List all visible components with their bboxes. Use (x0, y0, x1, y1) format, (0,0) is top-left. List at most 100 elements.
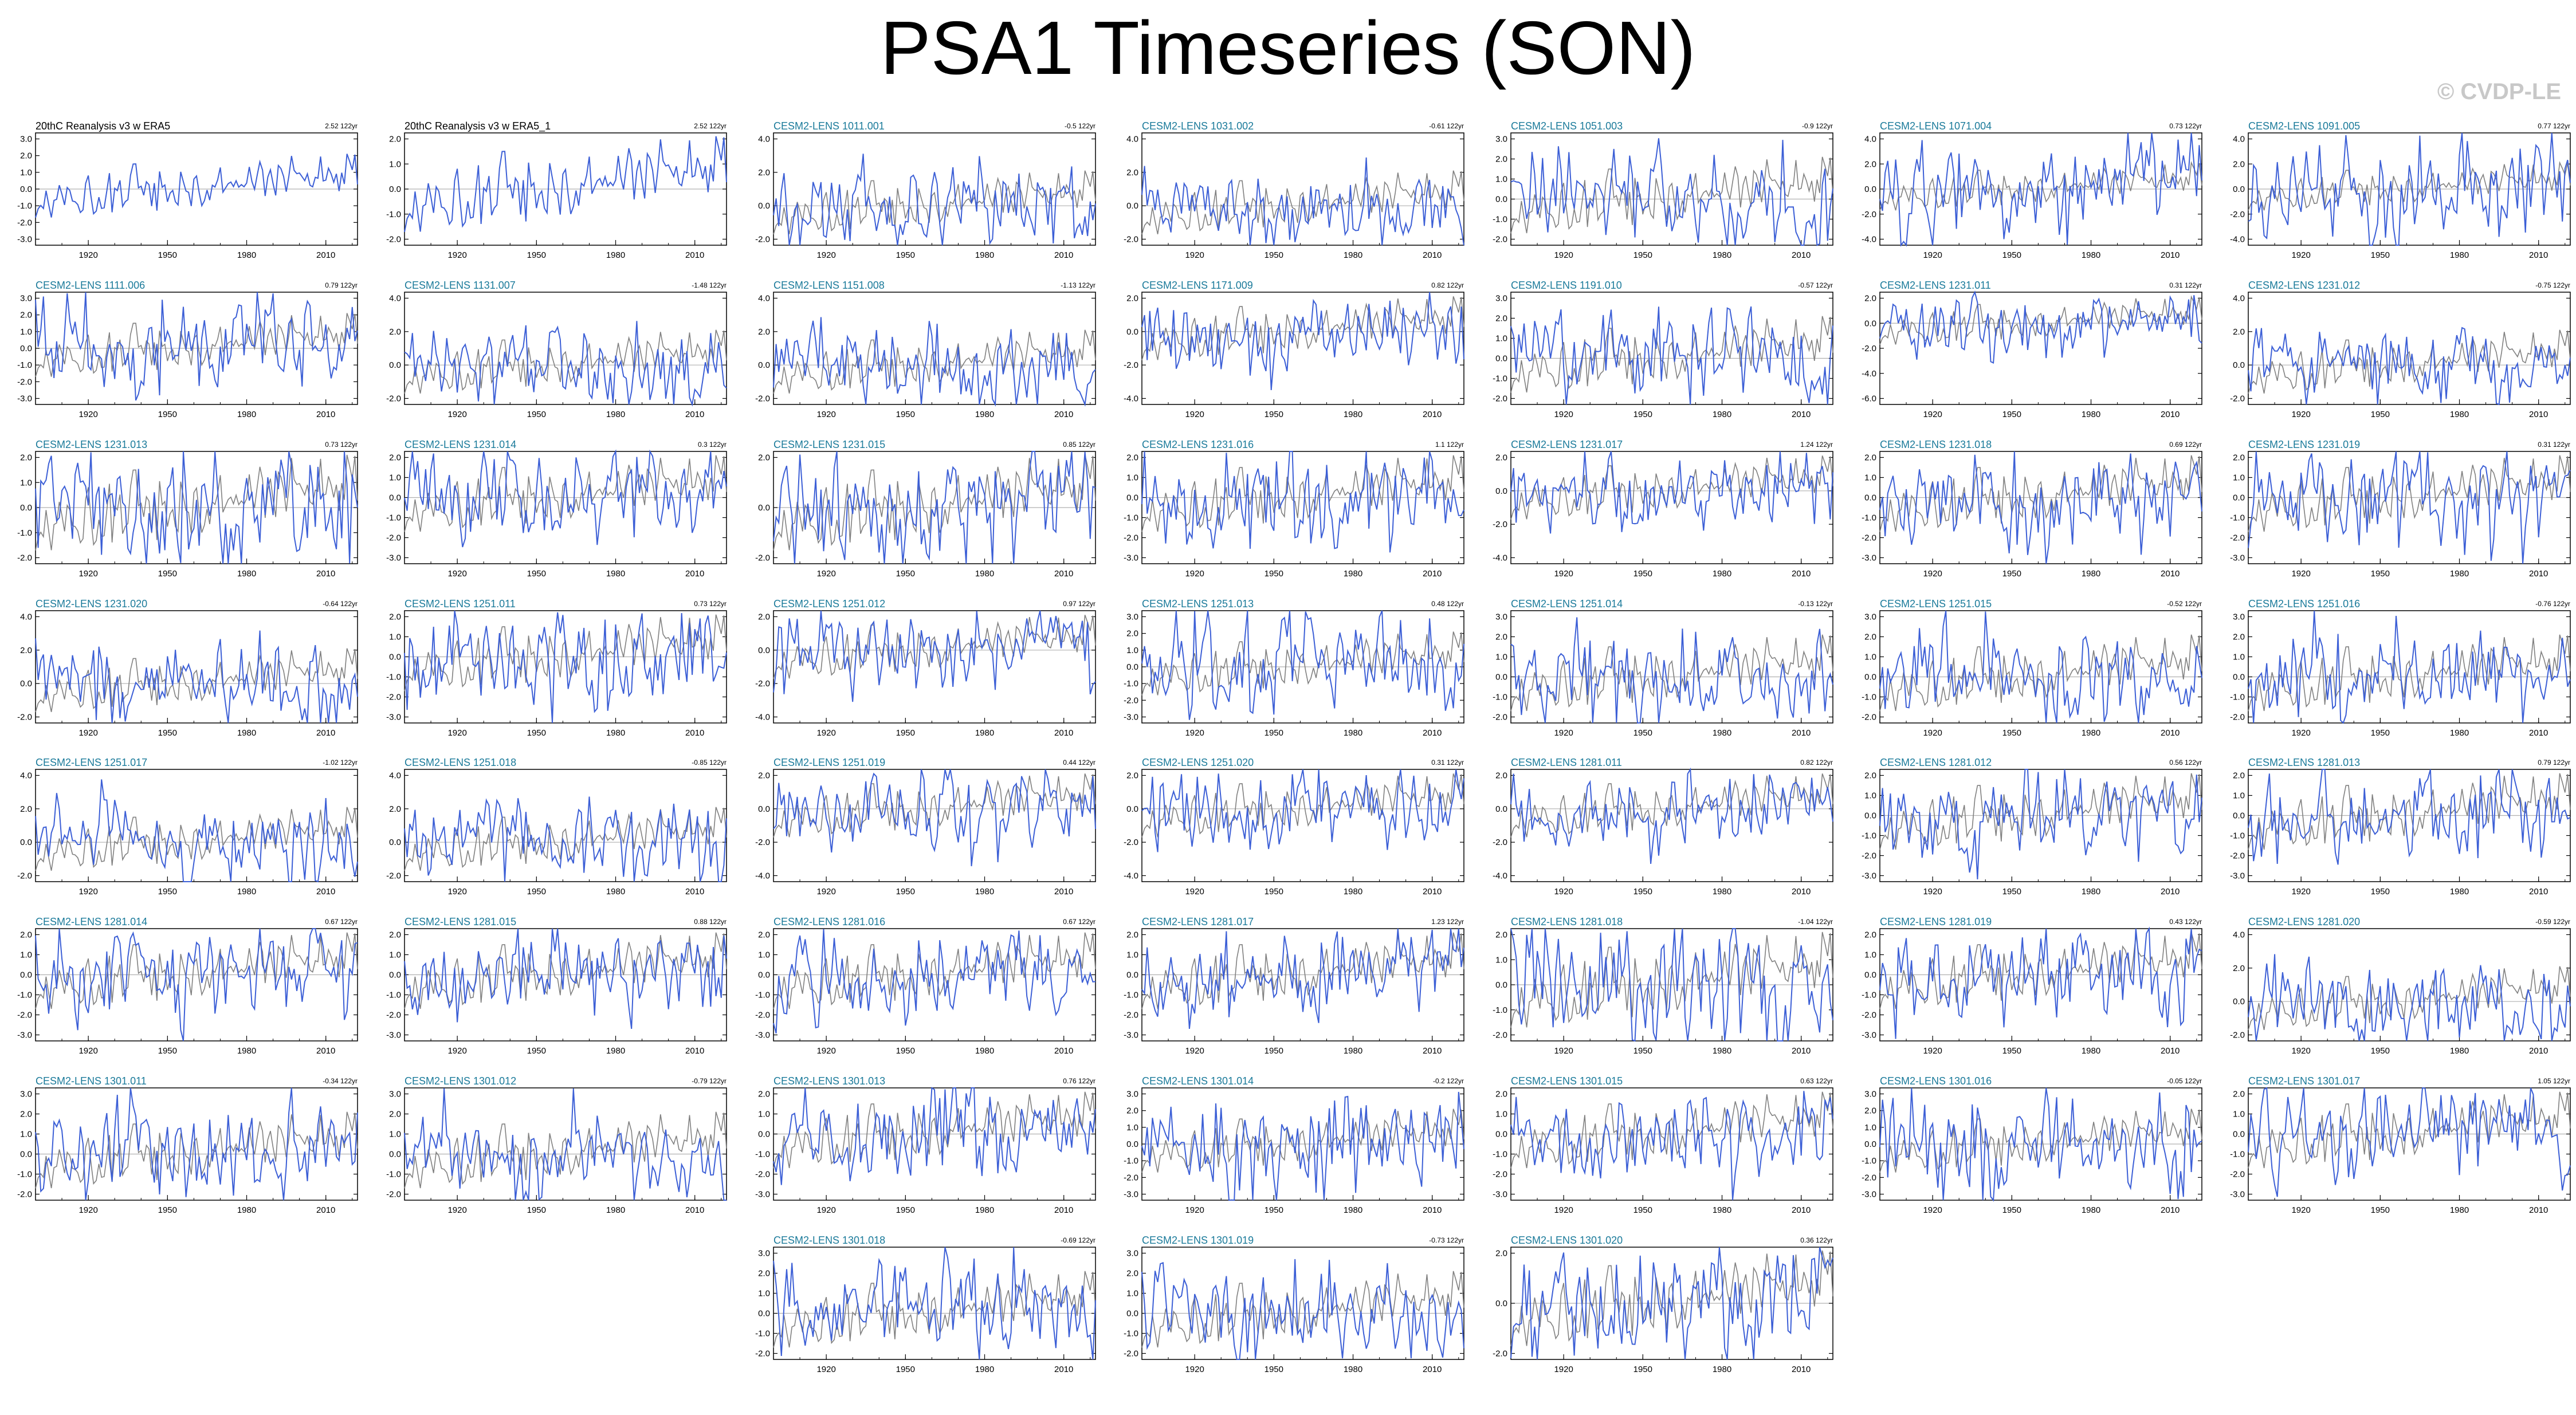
x-tick-label: 1920 (1185, 887, 1204, 897)
y-tick-label: -2.0 (386, 533, 401, 543)
panel-trend: 0.79 122yr (2538, 758, 2570, 767)
y-tick-label: -3.0 (755, 1190, 770, 1200)
y-tick-label: 4.0 (2233, 930, 2245, 940)
panel-title: CESM2-LENS 1301.011 (36, 1075, 147, 1087)
y-tick-label: 0.0 (1495, 804, 1507, 814)
y-tick-label: 0.0 (2233, 997, 2245, 1007)
x-tick-label: 1980 (1344, 887, 1362, 897)
x-tick-label: 2010 (2161, 250, 2180, 260)
y-tick-label: 0.0 (1495, 195, 1507, 205)
y-tick-label: 0.0 (1495, 1299, 1507, 1308)
y-tick-label: 3.0 (758, 1249, 770, 1259)
x-tick-label: 1920 (78, 1205, 97, 1215)
plot-frame (1879, 292, 2202, 405)
panel-title: CESM2-LENS 1281.013 (2248, 757, 2360, 768)
panel-title: CESM2-LENS 1231.012 (2248, 280, 2360, 291)
timeseries-panel: CESM2-LENS 1251.020 0.31 122yr 2.0 0.0 -2.0 -… (1106, 757, 1468, 912)
x-tick-label: 1920 (816, 569, 835, 579)
y-tick-label: 2.0 (2233, 159, 2245, 169)
x-tick-label: 1980 (1344, 728, 1362, 738)
y-tick-label: 1.0 (1864, 791, 1876, 801)
watermark: © CVDP-LE (2437, 79, 2561, 104)
y-tick-label: 0.0 (758, 1309, 770, 1319)
y-tick-label: -4.0 (1862, 369, 1876, 379)
y-tick-label: 0.0 (1864, 970, 1876, 980)
x-tick-label: 1980 (1344, 250, 1362, 260)
y-tick-label: 4.0 (2233, 294, 2245, 304)
panel-trend: 0.67 122yr (325, 918, 358, 926)
y-tick-label: 4.0 (389, 771, 401, 781)
x-tick-label: 1980 (606, 1205, 625, 1215)
y-tick-label: 2.0 (1864, 1106, 1876, 1116)
member-series-line (1141, 157, 1464, 246)
y-tick-label: 2.0 (1495, 632, 1507, 642)
timeseries-panel: CESM2-LENS 1281.019 0.43 122yr 2.0 1.0 0.0 -1… (1844, 916, 2206, 1071)
member-series-line (773, 769, 1096, 867)
panel-trend: -0.61 122yr (1429, 122, 1464, 130)
timeseries-panel: CESM2-LENS 1281.017 1.23 122yr 2.0 1.0 0.0 -1… (1106, 916, 1468, 1071)
x-tick-label: 1980 (2082, 1046, 2100, 1056)
x-tick-label: 2010 (685, 728, 704, 738)
panel-svg: CESM2-LENS 1301.015 0.63 122yr 2.0 1.0 0.0 -1… (1493, 1075, 1833, 1215)
x-tick-label: 2010 (2161, 410, 2180, 419)
y-tick-label: 1.0 (1126, 473, 1138, 483)
y-tick-label: -3.0 (17, 394, 32, 404)
x-tick-label: 2010 (1054, 1205, 1073, 1215)
y-tick-label: 2.0 (389, 327, 401, 337)
y-tick-label: -2.0 (17, 1190, 32, 1200)
member-series-line (2248, 327, 2571, 406)
x-tick-label: 1920 (1554, 728, 1573, 738)
panel-trend: 0.31 122yr (1431, 758, 1464, 767)
x-tick-label: 1920 (816, 410, 835, 419)
y-tick-label: -2.0 (1124, 360, 1138, 370)
timeseries-panel: CESM2-LENS 1301.012 -0.79 122yr 3.0 2.0 1.0 0… (369, 1075, 731, 1231)
y-tick-label: -3.0 (386, 1031, 401, 1040)
y-tick-label: 4.0 (758, 294, 770, 304)
y-tick-label: -1.0 (1862, 990, 1876, 1000)
x-tick-label: 1950 (158, 1205, 177, 1215)
x-tick-label: 1980 (1713, 887, 1731, 897)
observation-overlay-line (1141, 1271, 1464, 1348)
y-tick-label: 0.0 (1495, 1130, 1507, 1139)
panel-trend: 0.82 122yr (1431, 281, 1464, 289)
observation-overlay-line (1510, 455, 1833, 520)
x-tick-label: 2010 (2161, 569, 2180, 579)
y-tick-label: -3.0 (2230, 1190, 2245, 1200)
x-tick-label: 1920 (1185, 569, 1204, 579)
y-tick-label: 0.0 (389, 360, 401, 370)
member-series-line (1141, 1259, 1464, 1360)
timeseries-panel: CESM2-LENS 1111.006 0.79 122yr 3.0 2.0 1.0 0.… (0, 280, 362, 435)
panel-title: CESM2-LENS 1281.017 (1142, 916, 1254, 927)
y-tick-label: 2.0 (1495, 930, 1507, 940)
y-tick-label: 0.0 (20, 184, 32, 194)
y-tick-label: -6.0 (1862, 394, 1876, 404)
panel-svg: CESM2-LENS 1251.012 0.97 122yr 2.0 0.0 -2.0 -… (755, 598, 1096, 738)
x-tick-label: 2010 (316, 569, 335, 579)
panel-trend: 1.23 122yr (1431, 918, 1464, 926)
x-tick-label: 1920 (1185, 1205, 1204, 1215)
member-series-line (1141, 451, 1464, 553)
x-tick-label: 2010 (2529, 1046, 2548, 1056)
timeseries-panel: CESM2-LENS 1231.015 0.85 122yr 2.0 0.0 -2.0 1… (738, 439, 1100, 594)
y-tick-label: -3.0 (1862, 1031, 1876, 1040)
y-tick-label: 2.0 (1126, 168, 1138, 178)
panel-svg: CESM2-LENS 1231.013 0.73 122yr 2.0 1.0 0.0 -1… (17, 439, 358, 579)
y-tick-label: -2.0 (2230, 851, 2245, 861)
y-tick-label: 0.0 (389, 970, 401, 980)
y-tick-label: -1.0 (755, 1329, 770, 1339)
x-tick-label: 1950 (896, 410, 915, 419)
y-tick-label: 0.0 (1126, 970, 1138, 980)
y-tick-label: 1.0 (2233, 473, 2245, 483)
panel-trend: -0.34 122yr (323, 1077, 358, 1085)
x-tick-label: 1980 (1344, 1205, 1362, 1215)
timeseries-panel: CESM2-LENS 1251.016 -0.76 122yr 3.0 2.0 1.0 0… (2213, 598, 2575, 753)
panel-svg: CESM2-LENS 1031.002 -0.61 122yr 4.0 2.0 0.0 -… (1124, 120, 1464, 260)
y-tick-label: -1.0 (386, 210, 401, 219)
y-tick-label: 0.0 (1126, 1139, 1138, 1149)
x-tick-label: 1950 (2002, 250, 2021, 260)
y-tick-label: 1.0 (758, 950, 770, 960)
y-tick-label: 1.0 (2233, 653, 2245, 662)
y-tick-label: 0.0 (389, 653, 401, 662)
x-tick-label: 1920 (1923, 1046, 1942, 1056)
member-series-line (1879, 610, 2202, 724)
